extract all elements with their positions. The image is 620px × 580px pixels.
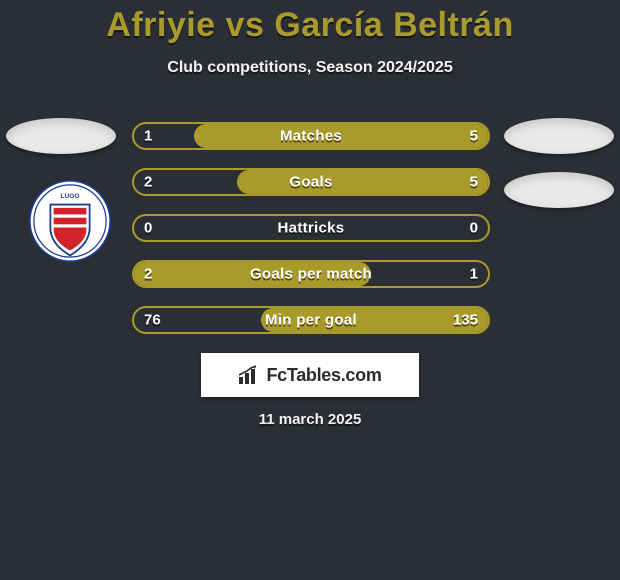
stat-row: 21Goals per match: [132, 260, 490, 288]
brand-chart-icon: [238, 365, 260, 385]
right-player-badge-placeholder-1: [504, 118, 614, 154]
stat-row: 76135Min per goal: [132, 306, 490, 334]
stat-label: Goals per match: [132, 266, 490, 283]
date-stamp: 11 march 2025: [0, 411, 620, 428]
left-club-logo: LUGO: [29, 180, 111, 262]
brand-watermark: FcTables.com: [201, 353, 419, 397]
stat-label: Min per goal: [132, 312, 490, 329]
left-player-badge-placeholder: [6, 118, 116, 154]
right-player-badge-placeholder-2: [504, 172, 614, 208]
svg-text:LUGO: LUGO: [61, 193, 80, 200]
comparison-title: Afriyie vs García Beltrán: [0, 0, 620, 45]
brand-text: FcTables.com: [266, 365, 381, 386]
stat-label: Matches: [132, 128, 490, 145]
comparison-subtitle: Club competitions, Season 2024/2025: [0, 59, 620, 77]
stat-label: Goals: [132, 174, 490, 191]
stat-row: 25Goals: [132, 168, 490, 196]
stat-row: 00Hattricks: [132, 214, 490, 242]
stat-row: 15Matches: [132, 122, 490, 150]
stat-label: Hattricks: [132, 220, 490, 237]
comparison-bars: 15Matches 25Goals 00Hattricks 21Goals per m…: [132, 122, 490, 352]
